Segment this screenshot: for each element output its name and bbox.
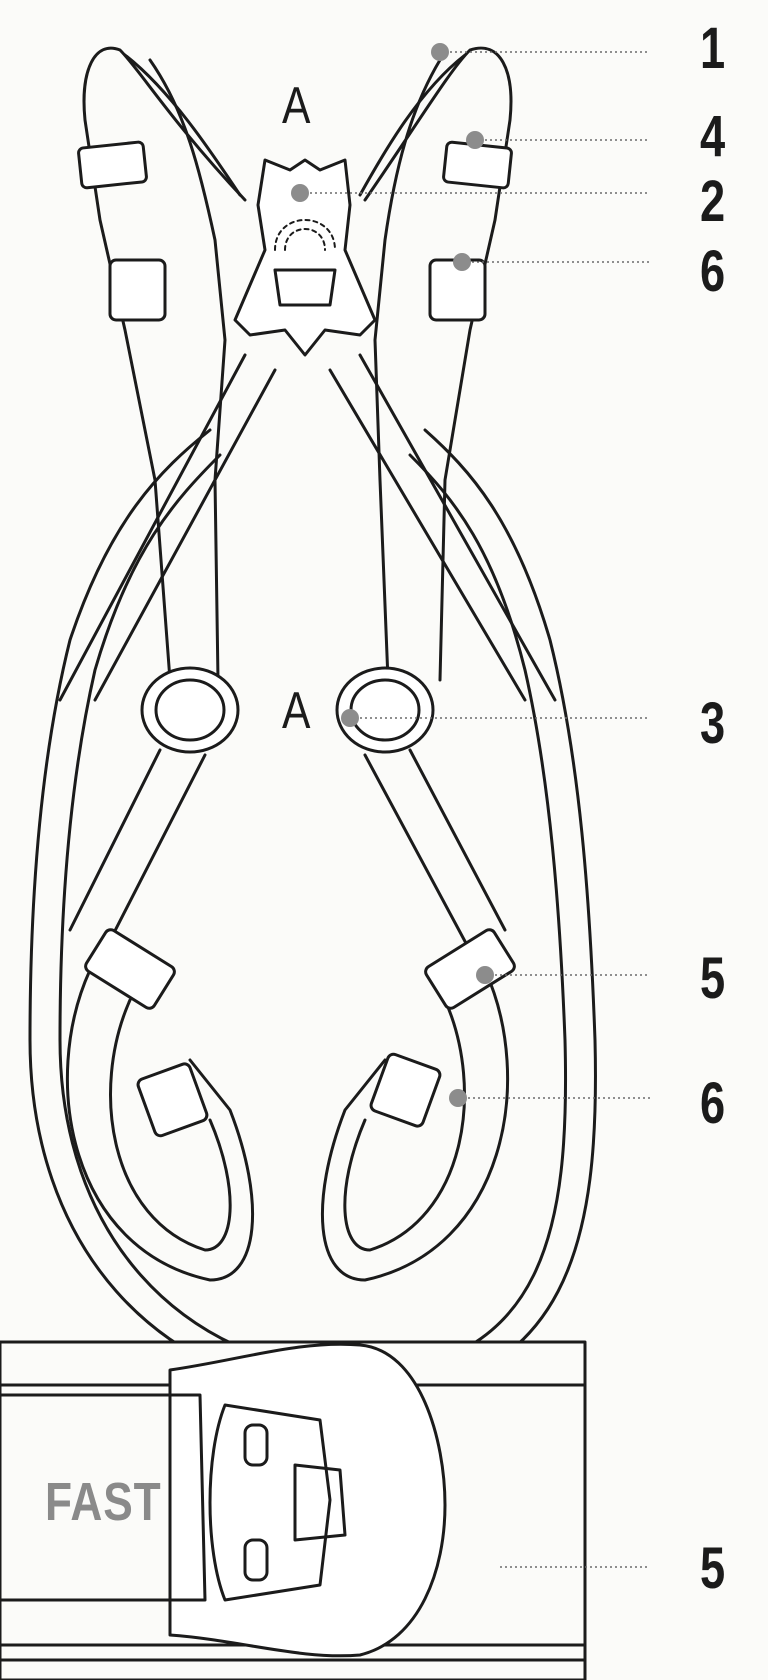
callout-label-1: 1	[700, 16, 726, 81]
callout-dot-4	[466, 131, 484, 149]
right-leg-loop	[320, 968, 510, 1282]
yoke-dashed-ring-inner	[284, 228, 326, 251]
back-strap-right	[328, 353, 557, 702]
left-leg-loop	[65, 968, 255, 1282]
callout-dot-3	[341, 709, 359, 727]
callout-label-2: 2	[700, 169, 726, 234]
attachment-label-a-top: A	[282, 77, 311, 135]
callout-label-6-upper: 6	[700, 239, 726, 304]
right-upper-buckle	[442, 140, 513, 190]
left-upper-buckle	[77, 140, 148, 190]
callout-label-5-upper: 5	[700, 946, 726, 1011]
yoke-dashed-ring	[274, 219, 336, 251]
outer-harness-outline	[28, 428, 597, 1402]
right-lower-buckle	[424, 928, 516, 1010]
fast-buckle-slot-bottom	[243, 1538, 269, 1582]
yoke-attachment-slot	[273, 268, 337, 307]
fast-buckle-text: FAST	[45, 1472, 162, 1532]
lower-left-strap	[68, 748, 207, 962]
inner-harness-outline	[58, 453, 568, 1377]
left-shoulder-strap	[82, 46, 247, 682]
callout-dot-6-lower	[449, 1089, 467, 1107]
right-shoulder-strap	[363, 46, 513, 682]
lower-right-strap	[363, 748, 507, 962]
right-shoulder-pad	[358, 53, 467, 197]
fast-buckle-slot-top	[243, 1423, 269, 1467]
callout-dot-6-upper	[453, 253, 471, 271]
callout-label-4: 4	[700, 104, 726, 169]
fast-buckle-latch	[293, 1463, 347, 1542]
right-lower-keeper	[369, 1052, 442, 1128]
left-upper-keeper	[108, 258, 167, 322]
callout-label-3: 3	[700, 691, 726, 756]
left-side-ring-inner	[154, 678, 226, 742]
back-yoke-plate	[233, 158, 377, 357]
callout-label-6-lower: 6	[700, 1071, 726, 1136]
attachment-label-a-middle: A	[282, 682, 311, 740]
left-lower-keeper	[136, 1062, 209, 1138]
callout-label-5-lower: 5	[700, 1536, 726, 1601]
fast-buckle-tongue	[208, 1403, 332, 1602]
fast-strap-end	[0, 1393, 207, 1602]
callout-dot-5-upper	[476, 966, 494, 984]
back-strap-left	[58, 353, 277, 702]
left-lower-buckle	[84, 928, 176, 1010]
callout-dot-1	[431, 43, 449, 61]
callout-dot-2	[291, 184, 309, 202]
left-shoulder-pad	[123, 53, 242, 197]
